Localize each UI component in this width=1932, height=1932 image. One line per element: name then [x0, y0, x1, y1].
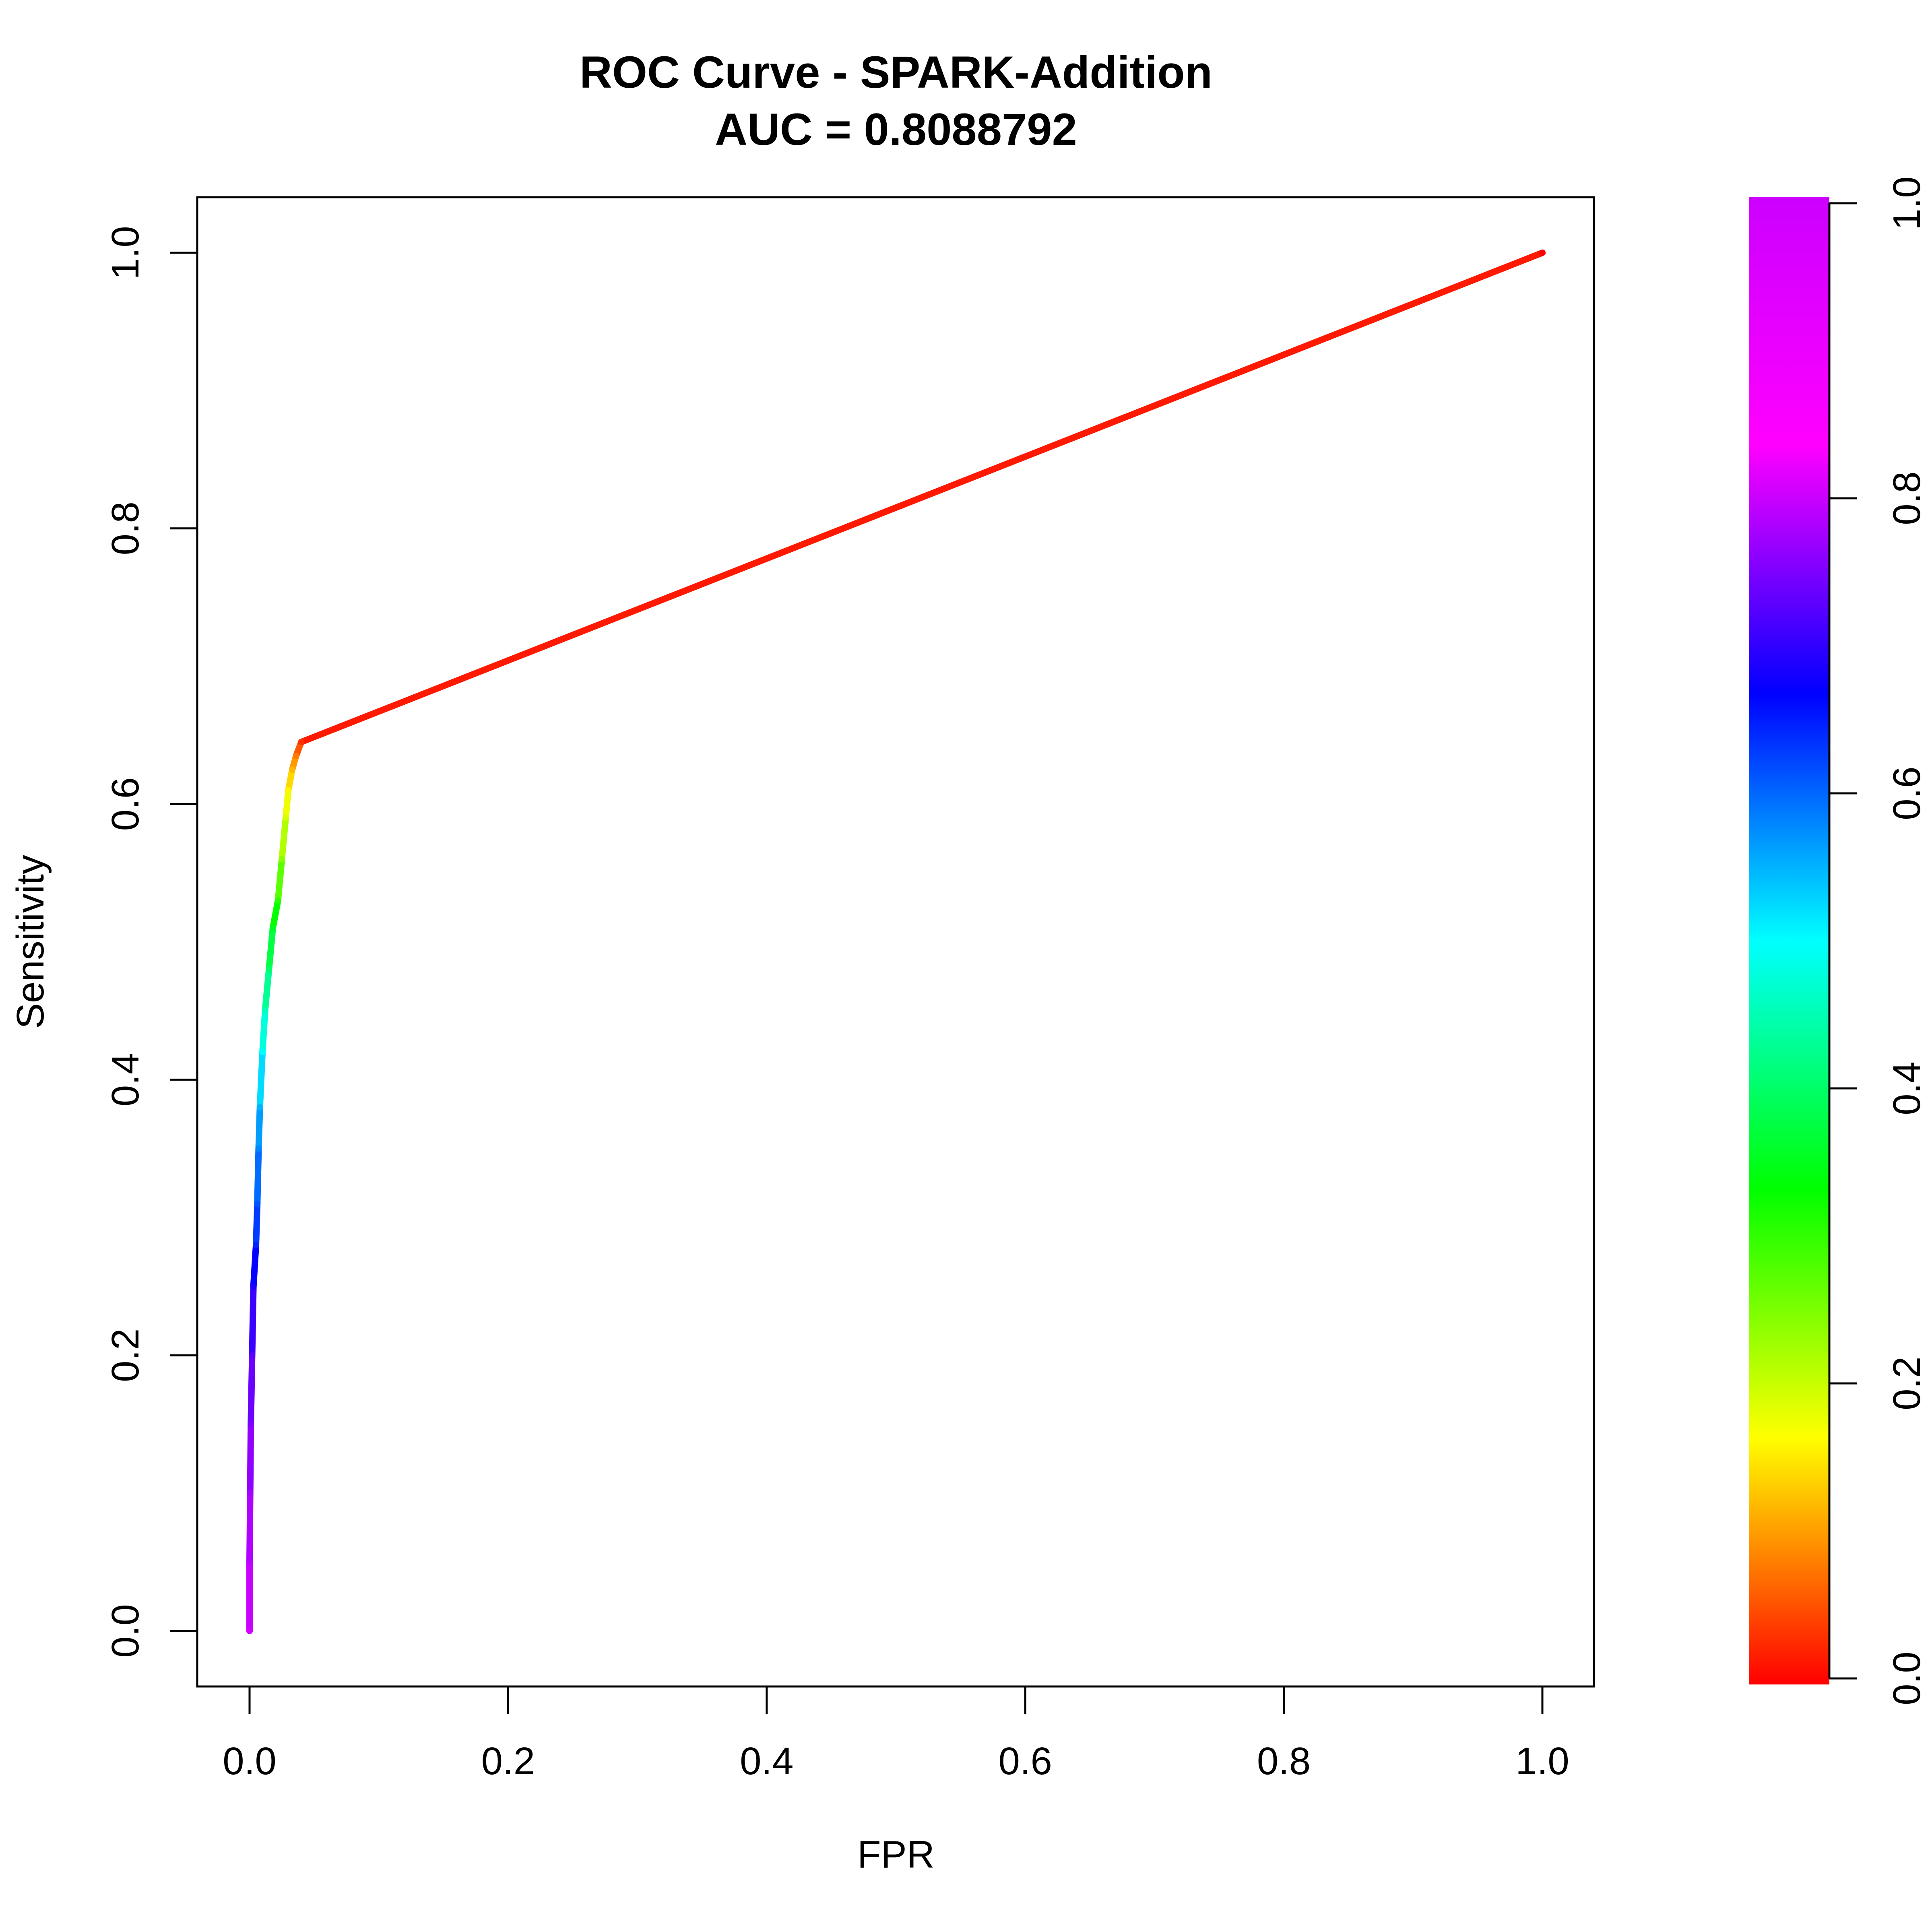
y-axis-label: Sensitivity: [9, 855, 52, 1029]
roc-point: [282, 814, 289, 821]
roc-curve-segment: [275, 856, 285, 904]
roc-point: [253, 1242, 260, 1249]
roc-curve: [246, 250, 1546, 1634]
roc-curve-segment: [249, 1283, 257, 1359]
y-tick-label: 1.0: [104, 226, 147, 279]
roc-point: [254, 1200, 261, 1207]
chart-subtitle: AUC = 0.8088792: [715, 104, 1077, 155]
colorbar-axis: 0.0 0.2 0.4 0.6 0.8 1.0: [1828, 176, 1928, 1705]
roc-point: [279, 856, 285, 863]
roc-curve-segment: [266, 925, 276, 973]
roc-curve-segment: [255, 1104, 263, 1152]
roc-curve-segment: [282, 787, 292, 821]
roc-point: [250, 1283, 257, 1290]
roc-curve-segment: [250, 1242, 260, 1290]
y-axis: 0.0 0.2 0.4 0.6 0.8 1.0: [104, 226, 198, 1658]
roc-point: [266, 966, 272, 973]
roc-curve-segment: [259, 1007, 268, 1055]
roc-point: [1539, 250, 1546, 256]
roc-point: [269, 925, 276, 931]
y-tick-label: 0.8: [104, 502, 147, 555]
roc-curve-segment: [254, 1145, 262, 1207]
roc-point: [285, 787, 292, 794]
roc-point: [255, 1145, 262, 1152]
roc-point: [275, 897, 281, 904]
roc-point: [256, 1104, 263, 1110]
roc-point: [293, 752, 299, 759]
roc-point: [259, 1049, 266, 1055]
x-tick-label: 0.2: [481, 1740, 535, 1783]
roc-curve-segment: [248, 1352, 256, 1428]
colorbar-tick-label: 0.4: [1885, 1061, 1928, 1115]
y-tick-label: 0.6: [104, 777, 147, 831]
colorbar-tick-label: 0.0: [1885, 1651, 1928, 1705]
y-tick-label: 0.0: [104, 1604, 147, 1657]
y-tick-label: 0.4: [104, 1053, 147, 1106]
colorbar-tick-label: 1.0: [1885, 176, 1928, 230]
roc-curve-segment: [247, 1421, 254, 1496]
colorbar-tick-label: 0.6: [1885, 766, 1928, 820]
roc-curve-segment: [256, 1049, 266, 1110]
roc-curve-segment: [269, 897, 281, 931]
roc-curve-segment: [253, 1200, 261, 1249]
roc-curve-segment: [279, 814, 289, 863]
chart-title: ROC Curve - SPARK-Addition: [580, 47, 1212, 97]
colorbar-tick-label: 0.2: [1885, 1356, 1928, 1410]
y-tick-label: 0.2: [104, 1328, 147, 1382]
roc-curve-segment: [298, 250, 1546, 745]
roc-point: [247, 1490, 254, 1496]
x-tick-label: 1.0: [1515, 1740, 1569, 1783]
roc-point: [298, 739, 305, 745]
roc-point: [289, 766, 295, 773]
roc-curve-segment: [285, 766, 295, 794]
colorbar-tick-label: 0.8: [1885, 471, 1928, 525]
roc-point: [246, 1628, 253, 1634]
roc-point: [249, 1352, 256, 1359]
colorbar: [1749, 197, 1829, 1684]
x-axis: 0.0 0.2 0.4 0.6 0.8 1.0: [223, 1685, 1569, 1783]
roc-point: [262, 1007, 268, 1014]
x-tick-label: 0.4: [740, 1740, 793, 1783]
x-tick-label: 0.0: [223, 1740, 276, 1783]
roc-point: [246, 1558, 253, 1565]
x-axis-label: FPR: [857, 1833, 935, 1876]
x-tick-label: 0.8: [1257, 1740, 1311, 1783]
x-tick-label: 0.6: [998, 1740, 1052, 1783]
roc-curve-segment: [262, 966, 272, 1014]
plot-frame: [196, 196, 1595, 1688]
roc-point: [248, 1421, 254, 1428]
